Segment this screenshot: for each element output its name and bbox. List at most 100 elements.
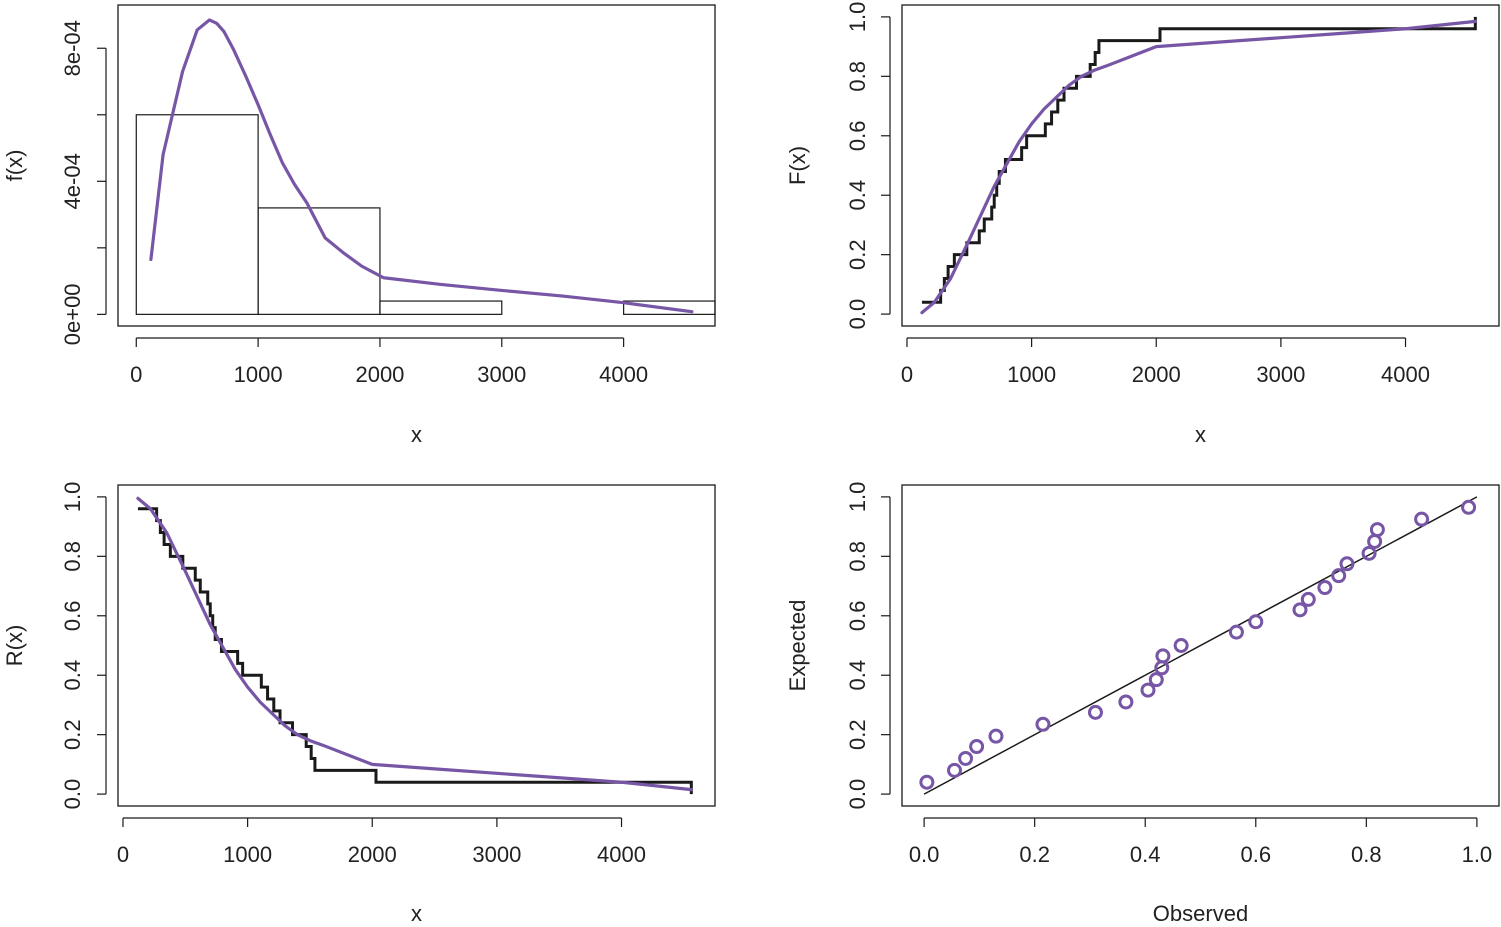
fitted-curve: [920, 19, 1477, 315]
x-tick-label: 4000: [1381, 362, 1430, 387]
x-tick-label: 0.8: [1351, 842, 1382, 867]
y-axis-title: Expected: [785, 600, 810, 692]
plot-frame: [901, 4, 1500, 327]
y-axis: 0.0 0.2 0.4 0.6 0.8 1.0: [845, 2, 891, 330]
empirical-step-line: [921, 16, 1477, 304]
scatter-point: [1148, 672, 1164, 688]
y-axis-title: f(x): [2, 150, 27, 182]
x-tick-label: 0.2: [1019, 842, 1050, 867]
scatter-point: [1361, 545, 1377, 561]
x-axis: 0 1000 2000 3000 4000: [901, 337, 1430, 387]
scatter-point: [1173, 638, 1189, 653]
x-tick-label: 1000: [223, 842, 272, 867]
y-tick-label: 0.0: [845, 779, 870, 810]
panel-1: 0 1000 2000 3000 4000 0e+00 4e-04 8e-04 x f(x): [2, 4, 716, 447]
x-tick-label: 0.6: [1240, 842, 1271, 867]
y-tick-label: 8e-04: [60, 20, 85, 76]
y-axis: 0e+00 4e-04 8e-04: [60, 20, 107, 345]
x-tick-label: 0: [117, 842, 129, 867]
panel-4: 0.0 0.2 0.4 0.6 0.8 1.0 0.0 0.2 0.4 0.6 0.8 1.0 Obse…: [785, 482, 1500, 926]
scatter-point: [969, 739, 985, 755]
scatter-point: [1317, 580, 1333, 596]
y-axis-title: F(x): [785, 146, 810, 185]
y-tick-label: 0.2: [845, 719, 870, 750]
x-tick-label: 2000: [355, 362, 404, 387]
y-tick-label: 0.2: [60, 719, 85, 750]
x-axis-title: x: [411, 901, 422, 926]
x-tick-label: 1000: [234, 362, 283, 387]
scatter-point: [1367, 533, 1383, 549]
y-tick-label: 0.4: [60, 660, 85, 691]
scatter-point: [958, 750, 974, 766]
x-tick-label: 3000: [477, 362, 526, 387]
x-tick-label: 1.0: [1462, 842, 1493, 867]
panel-3: 0 1000 2000 3000 4000 0.0 0.2 0.4 0.6 0.8 1.0 x R(x): [2, 482, 716, 926]
x-tick-label: 2000: [1132, 362, 1181, 387]
scatter-point: [988, 728, 1004, 744]
y-tick-label: 0.6: [60, 600, 85, 631]
empirical-step-line: [137, 507, 693, 795]
scatter-point: [1248, 614, 1264, 630]
y-tick-label: 0.8: [845, 541, 870, 572]
x-tick-label: 0.4: [1130, 842, 1161, 867]
y-tick-label: 0.8: [60, 541, 85, 572]
reference-line: [923, 496, 1478, 795]
plot-frame: [117, 4, 716, 327]
scatter-point: [1369, 522, 1385, 538]
histogram-bar: [623, 300, 716, 315]
y-tick-label: 0.8: [845, 61, 870, 92]
x-tick-label: 2000: [348, 842, 397, 867]
y-tick-label: 0.0: [60, 779, 85, 810]
y-tick-label: 0.4: [845, 180, 870, 211]
x-tick-label: 0: [901, 362, 913, 387]
x-tick-label: 3000: [472, 842, 521, 867]
scatter-point: [1339, 556, 1355, 572]
x-axis-title: Observed: [1153, 901, 1248, 926]
scatter-point: [1155, 648, 1171, 664]
y-tick-label: 1.0: [845, 2, 870, 33]
scatter-point: [919, 774, 935, 790]
scatter-point: [1300, 591, 1316, 607]
fitted-curve: [149, 18, 694, 314]
histogram-bar: [257, 207, 381, 315]
scatter-point: [1414, 511, 1430, 527]
plot-frame: [117, 484, 716, 807]
y-tick-label: 0.6: [845, 120, 870, 151]
fitted-curve: [136, 496, 693, 792]
x-axis: 0 1000 2000 3000 4000: [117, 817, 646, 867]
x-tick-label: 4000: [599, 362, 648, 387]
x-axis-title: x: [1195, 422, 1206, 447]
x-tick-label: 3000: [1256, 362, 1305, 387]
scatter-point: [1035, 716, 1051, 732]
x-axis-title: x: [411, 422, 422, 447]
y-tick-label: 0.6: [845, 600, 870, 631]
y-tick-label: 0.4: [845, 660, 870, 691]
x-axis: 0 1000 2000 3000 4000: [130, 337, 648, 387]
x-tick-label: 4000: [597, 842, 646, 867]
plot-frame: [901, 484, 1500, 807]
y-tick-label: 0e+00: [60, 283, 85, 345]
scatter-point: [1292, 602, 1308, 618]
scatter-point: [1331, 568, 1347, 584]
x-axis: 0.0 0.2 0.4 0.6 0.8 1.0: [909, 817, 1493, 867]
y-tick-label: 1.0: [845, 482, 870, 513]
scatter-point: [1087, 704, 1103, 720]
panel-2: 0 1000 2000 3000 4000 0.0 0.2 0.4 0.6 0.8 1.0 x F(x): [785, 2, 1500, 447]
y-axis-title: R(x): [2, 625, 27, 667]
y-tick-label: 0.0: [845, 299, 870, 330]
y-tick-label: 4e-04: [60, 153, 85, 209]
scatter-points: [919, 499, 1477, 790]
scatter-point: [1140, 682, 1156, 698]
x-tick-label: 1000: [1007, 362, 1056, 387]
y-tick-label: 0.2: [845, 239, 870, 270]
scatter-point: [1228, 624, 1244, 640]
x-tick-label: 0: [130, 362, 142, 387]
x-tick-label: 0.0: [909, 842, 940, 867]
y-tick-label: 1.0: [60, 482, 85, 513]
scatter-point: [1461, 499, 1477, 515]
scatter-point: [1118, 694, 1134, 710]
y-axis: 0.0 0.2 0.4 0.6 0.8 1.0: [60, 482, 107, 810]
y-axis: 0.0 0.2 0.4 0.6 0.8 1.0: [845, 482, 891, 810]
histogram-bar: [379, 300, 503, 315]
